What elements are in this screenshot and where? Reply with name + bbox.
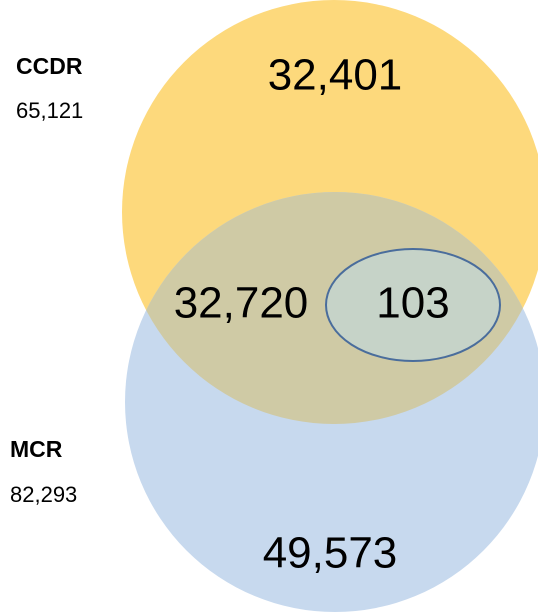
set-label: CCDR — [16, 53, 83, 79]
ccdr-only-count: 32,401 — [268, 51, 403, 100]
inner-count: 103 — [376, 279, 449, 328]
set-total: 65,121 — [16, 98, 83, 123]
mcr-only-count: 49,573 — [263, 529, 398, 578]
set-total: 82,293 — [10, 482, 77, 507]
overlap-count: 32,720 — [174, 279, 309, 328]
set-label: MCR — [10, 436, 63, 462]
inner-ellipse — [325, 248, 501, 362]
